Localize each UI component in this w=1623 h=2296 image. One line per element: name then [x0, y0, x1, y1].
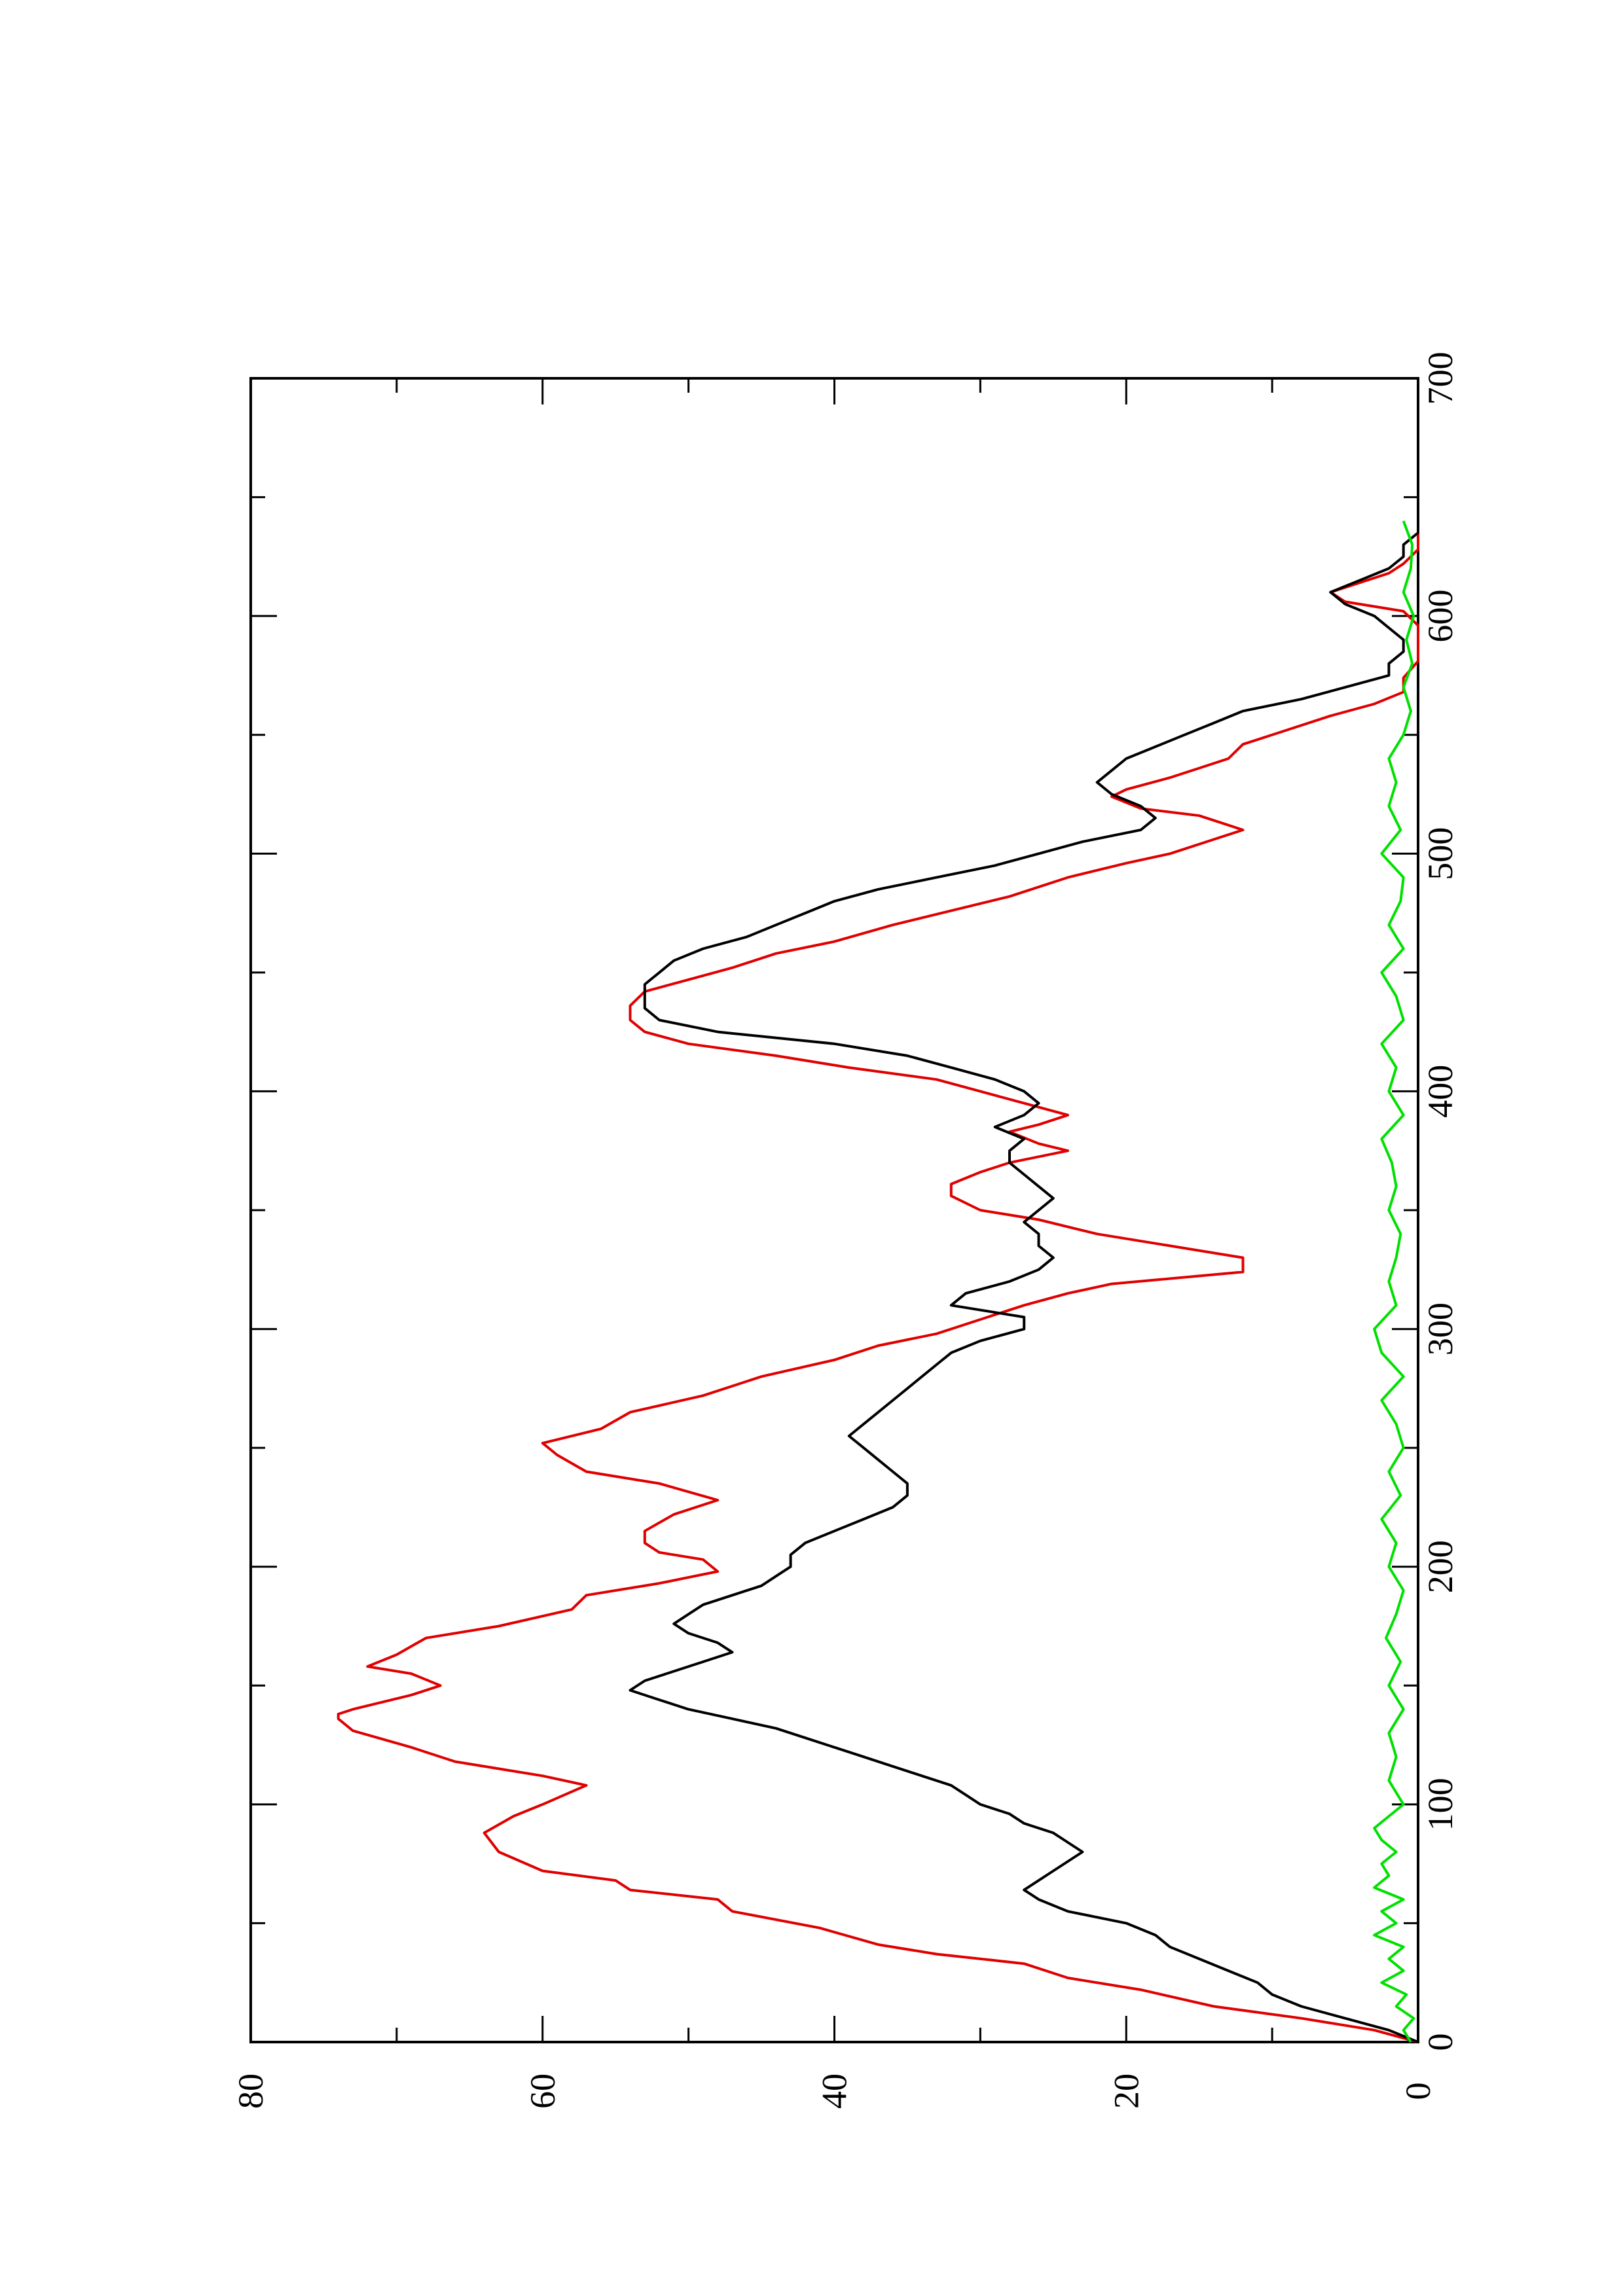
x-tick-label: 400 [1421, 1065, 1460, 1118]
tick-labels: 0 100 200 300 400 500 600 700 0 20 40 60 80 [231, 352, 1460, 2109]
x-tick-label: 0 [1421, 2034, 1460, 2051]
x-tick-label: 200 [1421, 1540, 1460, 1593]
x-tick-label: 100 [1421, 1778, 1460, 1831]
y-tick-label: 60 [523, 2073, 562, 2109]
x-tick-label: 600 [1421, 590, 1460, 643]
series-green-line [1373, 520, 1415, 2043]
series-black-line [629, 520, 1419, 2043]
y-tick-label: 40 [815, 2073, 854, 2109]
series-layer [337, 520, 1419, 2043]
x-tick-label: 300 [1421, 1302, 1460, 1355]
y-tick-label: 20 [1106, 2073, 1146, 2109]
series-red-line [337, 526, 1419, 2043]
y-tick-label: 0 [1398, 2083, 1438, 2100]
plot-frame [249, 377, 1419, 2043]
x-tick-label: 700 [1421, 352, 1460, 405]
x-tick-label: 500 [1421, 827, 1460, 880]
y-tick-label: 80 [231, 2073, 270, 2109]
tick-marks [249, 377, 1419, 2043]
